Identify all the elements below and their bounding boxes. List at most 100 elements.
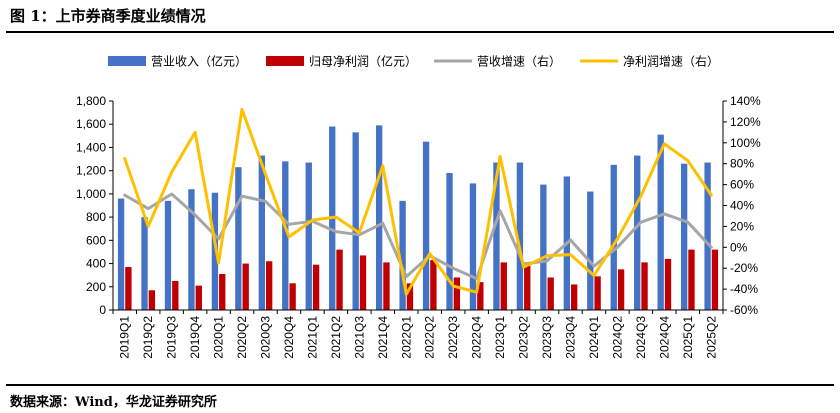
revenue-bar-2019Q4 <box>188 189 195 310</box>
profit-bar-2022Q1 <box>406 283 414 310</box>
profit-bar-2021Q1 <box>312 264 320 310</box>
revenue-bar-2019Q3 <box>164 200 172 310</box>
revenue-bar-2022Q1 <box>399 200 406 310</box>
x-axis: 2019Q1 2019Q2 2019Q3 2019Q4 2020Q1 2020Q2 2020… <box>112 309 724 359</box>
x-tick-label: 2023Q4 <box>564 316 578 359</box>
profit-bar-2021Q4 <box>383 262 390 310</box>
left-tick-label: 600 <box>86 233 106 247</box>
legend-label: 归母净利润（亿元） <box>309 54 417 69</box>
x-tick-label: 2021Q2 <box>329 316 343 359</box>
bottom-rule <box>6 384 834 386</box>
profit-bar-2021Q2 <box>336 249 343 310</box>
revenue-bar-2025Q1 <box>680 163 688 310</box>
x-tick-label: 2025Q2 <box>704 316 718 359</box>
right-tick-label: -40% <box>730 282 758 296</box>
source-note: 数据来源：Wind，华龙证券研究所 <box>10 395 217 410</box>
profit-bar-2019Q4 <box>195 285 202 310</box>
revenue-bar-2023Q1 <box>493 162 500 310</box>
left-tick-label: 1,000 <box>76 187 106 201</box>
x-tick-label: 2020Q1 <box>212 316 226 359</box>
profit-bar-2023Q4 <box>571 284 578 310</box>
left-tick-label: 1,200 <box>76 164 106 178</box>
profit-bar-2022Q4 <box>477 282 484 310</box>
revenue-bar-2021Q1 <box>305 162 312 310</box>
lines <box>123 107 713 296</box>
profit-bar-2020Q1 <box>219 274 226 310</box>
revenue-bar-2024Q3 <box>634 155 641 310</box>
x-tick-label: 2020Q3 <box>259 316 273 359</box>
profit-bar-2024Q2 <box>617 269 625 310</box>
x-tick-label: 2021Q4 <box>376 316 390 359</box>
x-tick-label: 2020Q2 <box>235 316 249 359</box>
right-tick-label: 60% <box>730 178 754 192</box>
left-axis: 0 200 400 600 800 1,000 1,200 1,400 1,600 1,800 <box>76 94 114 317</box>
left-tick-label: 0 <box>99 303 106 317</box>
top-rule <box>6 31 834 33</box>
profit-bar-2021Q3 <box>359 255 367 310</box>
profit-bar-2024Q1 <box>594 276 601 310</box>
profit-bar-2020Q2 <box>242 263 249 310</box>
revenue-bar-2020Q3 <box>258 155 265 310</box>
revenue-bar-2021Q3 <box>352 132 359 310</box>
revenue-bar-2021Q4 <box>375 125 383 310</box>
left-tick-label: 1,400 <box>76 140 106 154</box>
right-tick-label: 80% <box>730 157 754 171</box>
revenue-bar-2024Q1 <box>587 191 594 310</box>
revenue-bar-2019Q2 <box>141 217 148 310</box>
profit-bar-2023Q1 <box>500 262 507 310</box>
right-tick-label: 100% <box>730 136 761 150</box>
x-tick-label: 2024Q2 <box>610 316 624 359</box>
revenue-bar-2024Q4 <box>657 134 664 310</box>
legend-label: 营收增速（右） <box>477 54 561 69</box>
right-axis: -60% -40% -20% 0% 20% 40% 60% 80% 100% 120% 140% <box>722 94 761 317</box>
profit-bar-2020Q3 <box>266 261 273 310</box>
profit-bar-2019Q2 <box>148 290 156 310</box>
x-tick-label: 2022Q4 <box>470 316 484 359</box>
profit-bar-2025Q1 <box>688 249 695 310</box>
x-tick-label: 2019Q3 <box>165 316 179 359</box>
left-tick-label: 400 <box>86 257 106 271</box>
revenue-bar-2022Q4 <box>469 183 477 310</box>
legend-swatch <box>266 56 304 66</box>
x-tick-label: 2024Q3 <box>634 316 648 359</box>
right-tick-label: -20% <box>730 261 758 275</box>
x-tick-label: 2019Q1 <box>118 316 132 359</box>
profit-bar-2025Q2 <box>711 249 719 310</box>
right-tick-label: 20% <box>730 219 754 233</box>
revenue-bar-2020Q4 <box>282 161 289 310</box>
legend-label: 净利润增速（右） <box>623 54 719 69</box>
x-tick-label: 2023Q1 <box>493 316 507 359</box>
profit-bar-2019Q3 <box>172 280 179 310</box>
x-tick-label: 2024Q4 <box>657 316 671 359</box>
left-tick-label: 1,800 <box>76 94 106 108</box>
x-tick-label: 2022Q3 <box>446 316 460 359</box>
profit-bar-2024Q3 <box>641 262 648 310</box>
x-tick-label: 2025Q1 <box>681 316 695 359</box>
revenue-bar-2023Q2 <box>516 162 524 310</box>
profit-bar-2022Q3 <box>453 277 461 310</box>
x-tick-label: 2019Q2 <box>141 316 155 359</box>
profit-bar-2023Q3 <box>547 277 554 310</box>
revenue-bar-2022Q3 <box>446 172 453 310</box>
x-tick-label: 2022Q1 <box>399 316 413 359</box>
right-tick-label: 120% <box>730 115 761 129</box>
profit-bar-2019Q1 <box>125 267 132 310</box>
right-tick-label: 140% <box>730 94 761 108</box>
left-tick-label: 1,600 <box>76 117 106 131</box>
right-tick-label: -60% <box>730 303 758 317</box>
x-tick-label: 2020Q4 <box>282 316 296 359</box>
revenue-bar-2024Q2 <box>610 164 617 310</box>
x-tick-label: 2023Q2 <box>517 316 531 359</box>
legend-swatch <box>108 56 146 66</box>
revenue-bar-2022Q2 <box>422 141 430 310</box>
x-tick-label: 2022Q2 <box>423 316 437 359</box>
profit-growth-line <box>123 107 713 296</box>
x-tick-label: 2023Q3 <box>540 316 554 359</box>
revenue-bar-2019Q1 <box>117 198 125 310</box>
x-tick-label: 2019Q4 <box>188 316 202 359</box>
revenue-bar-2023Q3 <box>540 184 547 310</box>
revenue-bar-2020Q1 <box>211 192 219 310</box>
left-tick-label: 200 <box>86 280 106 294</box>
profit-bar-2024Q4 <box>664 258 672 310</box>
revenue-bar-2020Q2 <box>235 167 242 310</box>
